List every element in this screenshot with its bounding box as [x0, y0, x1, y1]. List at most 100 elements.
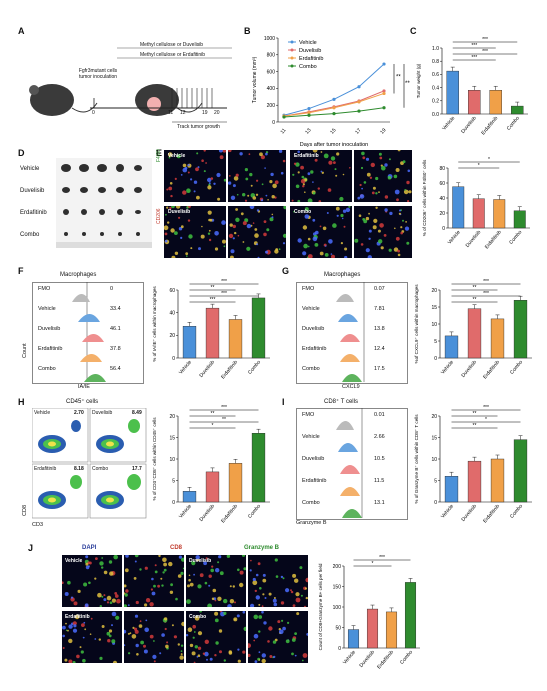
- cell-dot: [342, 173, 345, 176]
- cell-dot: [151, 591, 156, 596]
- cell-dot: [145, 598, 151, 603]
- bar: [511, 105, 524, 115]
- cell-dot: [398, 212, 401, 215]
- cell-dot: [310, 170, 314, 174]
- cell-dot: [180, 644, 184, 647]
- cell-dot: [262, 593, 265, 596]
- y-tick-label: 0: [434, 500, 437, 506]
- cell-dot: [242, 221, 247, 226]
- cell-dot: [370, 162, 375, 168]
- cell-dot: [324, 253, 329, 257]
- cell-dot: [305, 596, 308, 600]
- cell-dot: [219, 155, 224, 160]
- cell-dot: [272, 640, 277, 644]
- sample-value: 7.81: [374, 306, 385, 312]
- cell-dot: [210, 568, 214, 573]
- cell-dot: [306, 633, 310, 636]
- cell-dot: [247, 194, 250, 197]
- tumor-photo: [56, 158, 152, 248]
- x-tick-label: Combo: [509, 503, 524, 519]
- cell-dot: [237, 568, 240, 572]
- cell-dot: [188, 234, 193, 239]
- cell-dot: [234, 601, 236, 604]
- cell-dot: [85, 565, 90, 570]
- cell-dot: [135, 600, 139, 605]
- cell-dot: [290, 590, 294, 594]
- cell-dot: [320, 151, 323, 153]
- chart-c-tumor-weight: 0.0 0.2 0.4 0.6 0.8 1.0 Tumor weight (g) Vehicl…: [416, 37, 528, 136]
- cell-dot: [123, 584, 127, 588]
- if-image-vehicle: [164, 148, 227, 202]
- fluorescence-cells: [227, 148, 286, 202]
- sample-value: 0: [110, 286, 114, 292]
- x-axis-label: IA/IE: [78, 384, 90, 390]
- cell-dot: [368, 237, 371, 240]
- timepoint-12: 12: [180, 110, 186, 116]
- treatment-line-1: Methyl cellulose or Duvelisib: [140, 42, 204, 48]
- cell-dot: [160, 577, 163, 580]
- x-tick-label: Erdafitinib: [484, 229, 503, 250]
- cell-dot: [180, 236, 183, 239]
- bar: [444, 475, 459, 503]
- cell-dot: [143, 649, 148, 654]
- cell-dot: [182, 163, 187, 168]
- cell-dot: [354, 238, 359, 243]
- cell-dot: [394, 227, 396, 230]
- cell-dot: [246, 246, 251, 251]
- cell-dot: [280, 601, 285, 605]
- if-image-duvelisib: [163, 204, 226, 260]
- cell-dot: [82, 636, 85, 639]
- cell-dot: [195, 555, 200, 560]
- significance-label: ***: [221, 405, 227, 411]
- x-tick-label: Vehicle: [342, 649, 357, 665]
- cell-dot: [165, 644, 169, 649]
- if-image-erdafitinib-zoom: [122, 611, 186, 663]
- cell-dot: [237, 234, 240, 237]
- cell-dot: [256, 179, 259, 182]
- cell-dot: [144, 603, 148, 607]
- cell-dot: [240, 212, 244, 216]
- cell-dot: [72, 628, 78, 633]
- cell-dot: [143, 644, 146, 648]
- cell-dot: [197, 654, 201, 657]
- significance-label: **: [396, 74, 401, 80]
- cell-dot: [265, 152, 268, 156]
- if-image-duvelisib-zoom: [248, 555, 310, 608]
- cell-dot: [163, 562, 167, 567]
- legend-marker: [290, 40, 294, 44]
- x-tick-label: Vehicle: [178, 359, 193, 375]
- fluorescence-cells: [186, 553, 247, 609]
- y-tick-label: 200: [267, 103, 276, 109]
- if-image-erdafitinib: [290, 147, 352, 204]
- histogram-title: Macrophages: [60, 272, 97, 278]
- cell-dot: [327, 188, 332, 192]
- cell-dot: [326, 212, 329, 214]
- if-image-combo: [185, 609, 248, 664]
- bar: [446, 70, 459, 115]
- cell-dot: [153, 584, 156, 588]
- cell-dot: [161, 633, 165, 637]
- if-image-erdafitinib-zoom: [354, 148, 412, 203]
- cell-dot: [144, 566, 148, 570]
- cell-dot: [282, 242, 286, 245]
- cell-dot: [62, 625, 66, 630]
- cell-dot: [291, 652, 294, 656]
- panel-j-images: DAPI CD8 Granzyme B Vehicle Duvelisib Er…: [61, 545, 310, 667]
- cell-dot: [303, 605, 307, 608]
- cell-dot: [274, 180, 279, 185]
- cell-dot: [294, 654, 297, 657]
- cell-dot: [287, 621, 290, 624]
- cell-dot: [254, 228, 258, 231]
- cell-dot: [154, 564, 157, 567]
- cell-dot: [271, 213, 274, 216]
- y-axis-label: Tumor weight (g): [416, 63, 421, 98]
- cell-dot: [171, 204, 175, 209]
- chart-j-cd8-grzb: 0 50 100 150 200 Count of CD8+Granzyme B+ cel…: [318, 555, 420, 670]
- significance-label: ***: [471, 43, 477, 49]
- cell-dot: [168, 156, 171, 159]
- sample-name: Vehicle: [302, 306, 320, 312]
- data-point: [282, 115, 286, 119]
- cell-dot: [312, 236, 318, 242]
- cell-dot: [131, 634, 137, 639]
- cell-dot: [101, 595, 104, 598]
